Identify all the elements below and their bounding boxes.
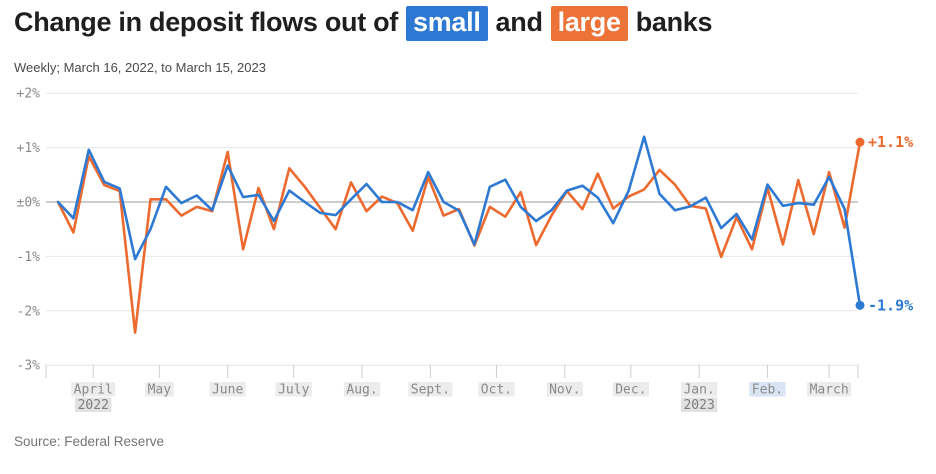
month-tick-label: May [148,383,172,398]
chart-title: Change in deposit flows out of small and… [14,6,713,42]
y-axis-tick-label: -2% [17,304,41,319]
y-axis-tick-label: +1% [17,141,41,156]
month-label-bg [275,382,312,397]
y-axis-tick-label: -3% [17,359,41,374]
month-tick-label: Feb. [752,383,783,398]
month-label-bg [209,382,246,397]
month-tick-label: Nov. [549,383,580,398]
month-tick-label: July [278,383,309,398]
chart-subtitle: Weekly; March 16, 2022, to March 15, 202… [14,60,266,75]
month-label-bg [546,382,583,397]
large-banks-chip: large [550,6,628,42]
year-tick-label: 2023 [683,398,714,413]
month-tick-label: March [810,383,849,398]
title-prefix: Change in deposit flows out of [14,7,398,37]
y-axis-tick-label: +2% [17,87,41,102]
end-value-label-small: -1.9% [868,296,913,314]
month-tick-label: Oct. [481,383,512,398]
month-label-bg [612,382,650,397]
series-line-small [56,135,862,307]
end-value-label-large: +1.1% [868,133,913,151]
month-label-bg [749,382,786,397]
year-label-bg [680,397,718,412]
end-dot-small [855,300,865,310]
month-tick-label: Dec. [615,383,646,398]
month-tick-label: Sept. [411,383,450,398]
month-label-bg [807,382,852,397]
month-tick-label: June [212,383,243,398]
title-suffix: banks [635,7,713,37]
y-axis-tick-label: ±0% [17,196,41,211]
year-tick-label: 2022 [78,398,109,413]
month-tick-label: April [74,383,113,398]
source-note: Source: Federal Reserve [14,434,165,449]
year-label-bg [75,397,112,412]
series-line-large [56,140,862,334]
month-label-bg [71,382,116,397]
end-dot-large [855,137,865,147]
month-label-bg [478,382,515,397]
month-label-bg [145,382,174,397]
small-banks-chip: small [405,6,488,42]
title-mid: and [495,7,543,37]
month-label-bg [680,382,718,397]
y-axis-tick-label: -1% [17,250,41,265]
month-tick-label: Jan. [683,383,714,398]
month-label-bg [343,382,381,397]
month-label-bg [408,382,453,397]
month-tick-label: Aug. [346,383,377,398]
